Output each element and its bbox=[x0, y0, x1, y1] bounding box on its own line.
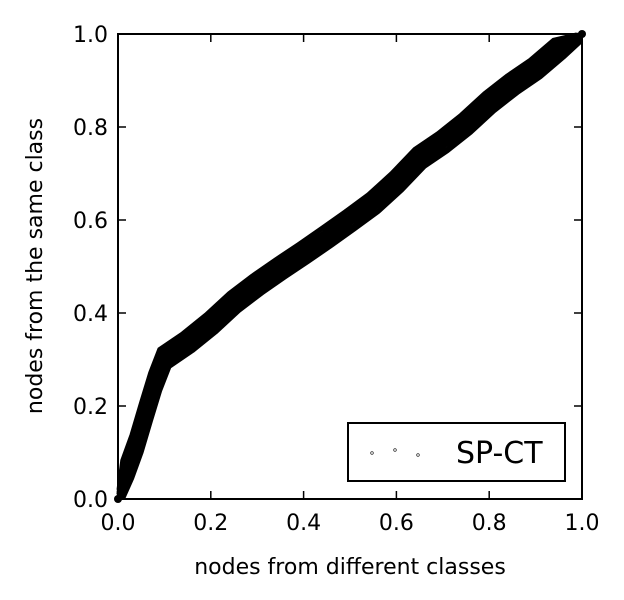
data-point bbox=[183, 336, 192, 345]
data-point bbox=[462, 118, 470, 127]
y-tick-label: 1.0 bbox=[73, 23, 108, 48]
data-point bbox=[276, 262, 285, 271]
data-point bbox=[392, 178, 401, 187]
data-point bbox=[415, 155, 424, 164]
data-point bbox=[299, 248, 308, 257]
data-point bbox=[206, 318, 215, 327]
data-point bbox=[151, 378, 160, 387]
legend-marker bbox=[370, 451, 374, 455]
x-tick-label: 0.8 bbox=[472, 511, 507, 536]
x-tick-label: 0.2 bbox=[193, 511, 228, 536]
x-tick-label: 0.4 bbox=[286, 511, 321, 536]
data-point bbox=[253, 281, 262, 290]
x-tick-label: 1.0 bbox=[565, 511, 600, 536]
y-tick-label: 0.4 bbox=[73, 302, 108, 327]
series-curve bbox=[117, 33, 583, 500]
x-axis-label: nodes from different classes bbox=[194, 555, 506, 580]
x-tick-label: 0.6 bbox=[379, 511, 414, 536]
legend: SP-CT bbox=[347, 422, 566, 482]
data-point bbox=[322, 234, 331, 243]
y-axis-label: nodes from the same class bbox=[23, 118, 48, 414]
axis-ticks bbox=[117, 33, 583, 500]
data-point bbox=[485, 99, 494, 108]
data-point bbox=[531, 62, 540, 71]
data-point bbox=[369, 197, 378, 206]
data-point bbox=[230, 299, 238, 308]
data-point bbox=[123, 467, 132, 476]
plot-frame bbox=[117, 33, 583, 500]
legend-box bbox=[347, 422, 566, 482]
legend-marker bbox=[393, 448, 397, 452]
data-point bbox=[508, 81, 517, 90]
y-tick-label: 0.2 bbox=[73, 395, 108, 420]
legend-marker bbox=[416, 453, 420, 457]
data-point bbox=[141, 406, 150, 415]
data-point bbox=[160, 355, 169, 364]
y-tick-label: 0.0 bbox=[73, 488, 108, 513]
y-tick-label: 0.6 bbox=[73, 209, 108, 234]
x-tick-label: 0.0 bbox=[101, 511, 136, 536]
y-tick-label: 0.8 bbox=[73, 116, 108, 141]
data-point bbox=[438, 136, 447, 145]
data-point bbox=[554, 43, 563, 52]
y-tick-labels: 0.0 0.2 0.4 0.6 0.8 1.0 bbox=[73, 23, 108, 513]
legend-label-sp-ct: SP-CT bbox=[456, 436, 543, 471]
series-curve bbox=[116, 32, 577, 490]
x-tick-labels: 0.0 0.2 0.4 0.6 0.8 1.0 bbox=[101, 511, 600, 536]
data-point bbox=[132, 439, 141, 448]
data-point bbox=[346, 216, 354, 224]
data-band bbox=[114, 30, 586, 503]
